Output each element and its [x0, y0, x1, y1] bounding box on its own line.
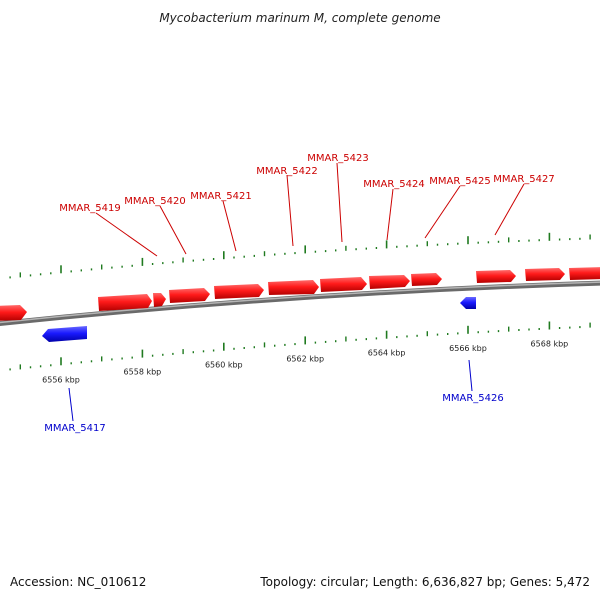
- genome-backbone-highlight: [0, 281, 600, 324]
- gene-label-mmar-5421[interactable]: MMAR_5421: [190, 191, 252, 202]
- scale-label-6558: 6558 kbp: [124, 368, 162, 377]
- genome-backbone: [0, 280, 600, 326]
- scale-label-6560: 6560 kbp: [205, 361, 243, 370]
- gene-label-mmar-5423[interactable]: MMAR_5423: [307, 153, 369, 164]
- gene-label-mmar-5419[interactable]: MMAR_5419: [59, 203, 121, 214]
- gene-label-mmar-5425[interactable]: MMAR_5425: [429, 176, 491, 187]
- scale-label-6562: 6562 kbp: [286, 354, 324, 363]
- scale-label-6566: 6566 kbp: [449, 344, 487, 353]
- callout-line-mmar-5420: [159, 205, 187, 255]
- scale-label-group: 6556 kbp 6558 kbp 6560 kbp 6562 kbp 6564 kbp…: [42, 340, 568, 385]
- callout-line-mmar-5423: [336, 162, 343, 243]
- accession-text: Accession: NC_010612: [10, 575, 146, 589]
- gene-feature-mmar-5420[interactable]: [153, 293, 166, 307]
- callout-line-mmar-5424: [386, 188, 394, 241]
- callout-line-mmar-5422: [286, 174, 294, 247]
- callout-line-mmar-5421: [222, 200, 237, 252]
- gene-label-mmar-5424[interactable]: MMAR_5424: [363, 179, 425, 190]
- gene-feature-right-edge[interactable]: [569, 267, 600, 280]
- map-title: Mycobacterium marinum M, complete genome: [159, 11, 440, 25]
- gene-feature-group: [0, 267, 600, 342]
- scale-label-6568: 6568 kbp: [531, 340, 569, 349]
- gene-feature-mmar-5427[interactable]: [476, 270, 516, 283]
- gene-feature-mmar-5428[interactable]: [525, 268, 565, 281]
- gene-feature-mmar-5419[interactable]: [98, 294, 152, 311]
- callout-line-mmar-5425: [424, 185, 461, 239]
- gene-label-mmar-5426[interactable]: MMAR_5426: [442, 393, 504, 404]
- gene-feature-mmar-5426[interactable]: [460, 297, 476, 309]
- gene-label-mmar-5427[interactable]: MMAR_5427: [493, 174, 555, 185]
- gene-feature-mmar-5423[interactable]: [268, 280, 319, 295]
- gene-callout-lines: [68, 162, 525, 422]
- callout-line-mmar-5426: [468, 359, 473, 392]
- outer-tick-ring: [9, 232, 591, 279]
- callout-line-mmar-5417: [68, 387, 74, 422]
- gene-label-group: MMAR_5419 MMAR_5420 MMAR_5421 MMAR_5422 …: [44, 153, 555, 434]
- gene-label-mmar-5422[interactable]: MMAR_5422: [256, 166, 318, 177]
- scale-label-6564: 6564 kbp: [368, 349, 406, 358]
- gene-feature-mmar-5425[interactable]: [369, 275, 410, 289]
- gene-label-mmar-5417[interactable]: MMAR_5417: [44, 423, 106, 434]
- inner-tick-ring: [9, 321, 591, 371]
- gene-label-mmar-5420[interactable]: MMAR_5420: [124, 196, 186, 207]
- gene-feature-mmar-5421[interactable]: [169, 288, 210, 303]
- scale-label-6556: 6556 kbp: [42, 375, 80, 384]
- gene-feature-left-edge[interactable]: [0, 305, 27, 321]
- genome-summary-text: Topology: circular; Length: 6,636,827 bp…: [259, 575, 590, 589]
- gene-feature-mmar-5425b[interactable]: [411, 273, 442, 286]
- callout-line-mmar-5427: [494, 183, 525, 236]
- callout-line-mmar-5419: [95, 212, 158, 257]
- gene-feature-mmar-5422[interactable]: [214, 284, 264, 299]
- gene-feature-mmar-5424[interactable]: [320, 277, 367, 292]
- gene-feature-mmar-5417[interactable]: [42, 326, 87, 342]
